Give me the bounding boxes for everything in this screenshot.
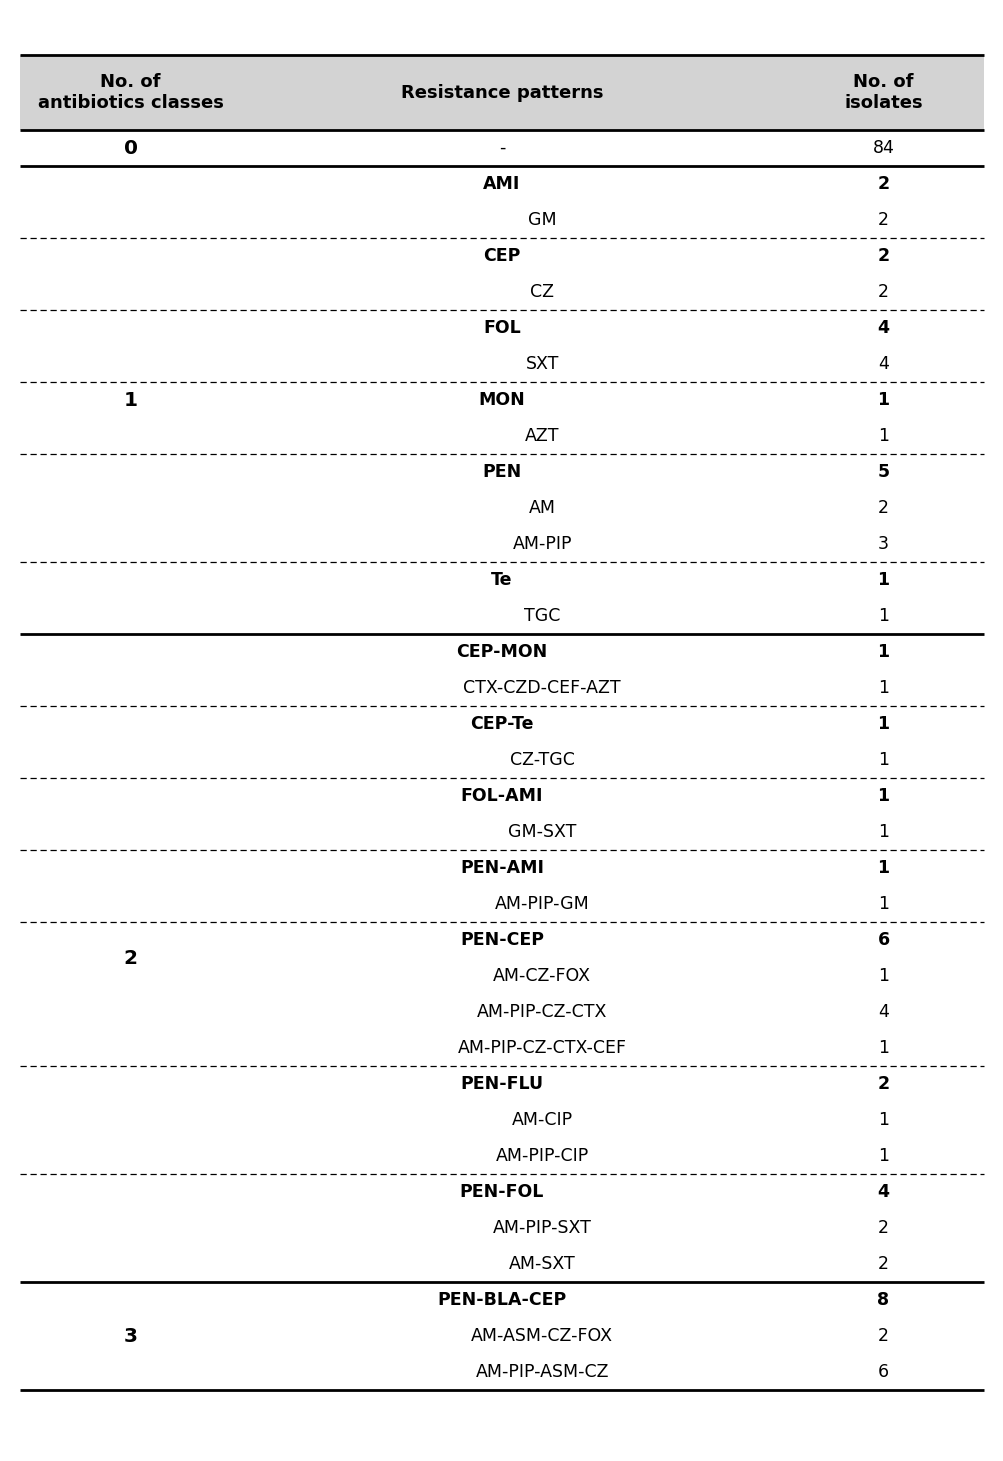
Text: PEN-AMI: PEN-AMI [459,859,544,877]
Text: 1: 1 [878,606,888,625]
Text: 1: 1 [877,643,889,660]
Text: 1: 1 [877,392,889,409]
Text: Te: Te [490,571,513,589]
Text: 1: 1 [877,787,889,805]
Text: 3: 3 [878,535,888,554]
Text: AM-CIP: AM-CIP [512,1110,572,1129]
Text: CEP: CEP [482,247,521,264]
Text: 2: 2 [123,948,137,967]
Text: 1: 1 [878,679,888,697]
Text: CZ: CZ [530,283,554,301]
Text: CEP-Te: CEP-Te [469,714,534,733]
Text: 4: 4 [878,1004,888,1021]
Text: 2: 2 [878,210,888,229]
Text: 2: 2 [878,1218,888,1237]
Text: PEN: PEN [481,463,522,481]
Text: 1: 1 [878,1110,888,1129]
Text: 4: 4 [878,355,888,373]
Text: 84: 84 [872,139,894,156]
Text: AM-SXT: AM-SXT [509,1255,575,1273]
Text: Resistance patterns: Resistance patterns [400,83,603,101]
Text: AM-PIP-SXT: AM-PIP-SXT [492,1218,591,1237]
Text: SXT: SXT [525,355,559,373]
Text: 6: 6 [877,1363,889,1381]
Text: AM-PIP-CIP: AM-PIP-CIP [495,1147,588,1164]
Text: FOL: FOL [482,318,521,337]
Text: No. of
isolates: No. of isolates [844,73,922,112]
Text: 3: 3 [123,1327,137,1346]
Text: 4: 4 [877,318,889,337]
Text: CTX-CZD-CEF-AZT: CTX-CZD-CEF-AZT [463,679,620,697]
Text: AM-PIP-GM: AM-PIP-GM [494,896,589,913]
Text: AM: AM [529,500,555,517]
Text: GM: GM [528,210,556,229]
Text: 2: 2 [878,283,888,301]
Text: 2: 2 [878,500,888,517]
Text: 1: 1 [878,751,888,768]
Text: 2: 2 [878,1255,888,1273]
Text: AM-PIP-ASM-CZ: AM-PIP-ASM-CZ [475,1363,608,1381]
Text: 2: 2 [877,175,889,193]
Text: 1: 1 [877,714,889,733]
Text: AM-PIP: AM-PIP [512,535,572,554]
Text: AM-CZ-FOX: AM-CZ-FOX [492,967,591,985]
Text: PEN-CEP: PEN-CEP [459,931,544,950]
Text: 1: 1 [878,823,888,842]
Text: GM-SXT: GM-SXT [508,823,576,842]
Text: CEP-MON: CEP-MON [456,643,547,660]
Text: No. of
antibiotics classes: No. of antibiotics classes [37,73,224,112]
Text: 8: 8 [877,1292,889,1309]
Text: 1: 1 [877,571,889,589]
Text: 1: 1 [878,896,888,913]
Text: AM-ASM-CZ-FOX: AM-ASM-CZ-FOX [470,1327,613,1346]
Text: FOL-AMI: FOL-AMI [460,787,543,805]
Text: 1: 1 [878,967,888,985]
Text: PEN-BLA-CEP: PEN-BLA-CEP [437,1292,566,1309]
Text: 5: 5 [877,463,889,481]
Text: -: - [498,139,505,156]
Text: 2: 2 [877,1075,889,1093]
Text: PEN-FLU: PEN-FLU [460,1075,543,1093]
Text: AZT: AZT [525,427,559,446]
Text: 1: 1 [878,427,888,446]
Text: CZ-TGC: CZ-TGC [510,751,574,768]
Text: 2: 2 [878,1327,888,1346]
Text: 1: 1 [123,390,137,409]
Text: AM-PIP-CZ-CTX-CEF: AM-PIP-CZ-CTX-CEF [457,1039,626,1056]
Text: AM-PIP-CZ-CTX: AM-PIP-CZ-CTX [476,1004,607,1021]
Text: 1: 1 [878,1147,888,1164]
Text: 2: 2 [877,247,889,264]
Bar [20,56,983,130]
Text: PEN-FOL: PEN-FOL [459,1183,544,1201]
Text: 4: 4 [877,1183,889,1201]
Text: 1: 1 [877,859,889,877]
Text: MON: MON [478,392,525,409]
Text: TGC: TGC [524,606,560,625]
Text: 0: 0 [123,139,137,158]
Text: AMI: AMI [482,175,521,193]
Text: 6: 6 [877,931,889,950]
Text: 1: 1 [878,1039,888,1056]
